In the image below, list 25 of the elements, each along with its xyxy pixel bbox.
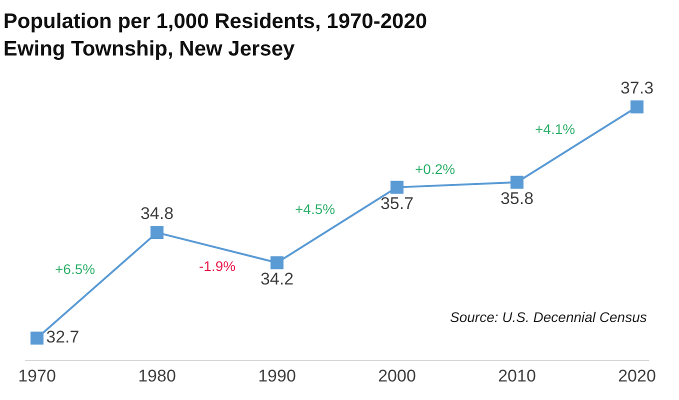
- data-label: 37.3: [620, 78, 654, 98]
- chart-title: Population per 1,000 Residents, 1970-2020 Ewing Township, New Jersey: [3, 10, 428, 60]
- point: [510, 176, 524, 189]
- x-tick-label: 1970: [18, 366, 56, 386]
- annotation: +4.1%: [535, 121, 576, 137]
- point: [30, 332, 44, 345]
- data-label: 35.8: [500, 189, 534, 208]
- x-tick-label: 2000: [378, 366, 416, 386]
- point: [630, 100, 644, 114]
- x-tick-label: 1990: [258, 366, 296, 386]
- data-label: 35.7: [380, 194, 414, 214]
- x-tick-label: 1980: [138, 366, 176, 386]
- annotation: +6.5%: [55, 261, 96, 277]
- x-tick-label: 2010: [498, 366, 536, 386]
- point: [270, 256, 284, 270]
- annotation: +0.2%: [415, 161, 456, 177]
- x-tick-label: 2020: [618, 366, 656, 386]
- data-label: 34.8: [140, 204, 174, 224]
- annotation: Source: U.S. Decennial Census: [450, 309, 647, 325]
- data-label: 32.7: [46, 327, 80, 346]
- point: [390, 180, 404, 194]
- data-label: 34.2: [260, 270, 294, 289]
- annotation: -1.9%: [199, 258, 236, 274]
- annotation: +4.5%: [295, 201, 336, 217]
- point: [150, 226, 164, 240]
